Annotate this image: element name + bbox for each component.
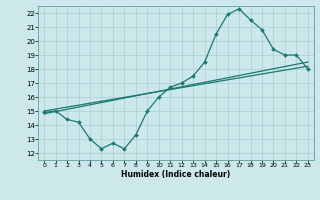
X-axis label: Humidex (Indice chaleur): Humidex (Indice chaleur) xyxy=(121,170,231,179)
